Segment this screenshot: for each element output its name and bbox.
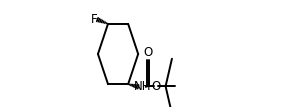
Text: F: F [91, 13, 97, 26]
Text: O: O [151, 80, 161, 93]
Text: O: O [144, 46, 153, 59]
Text: NH: NH [134, 80, 151, 93]
